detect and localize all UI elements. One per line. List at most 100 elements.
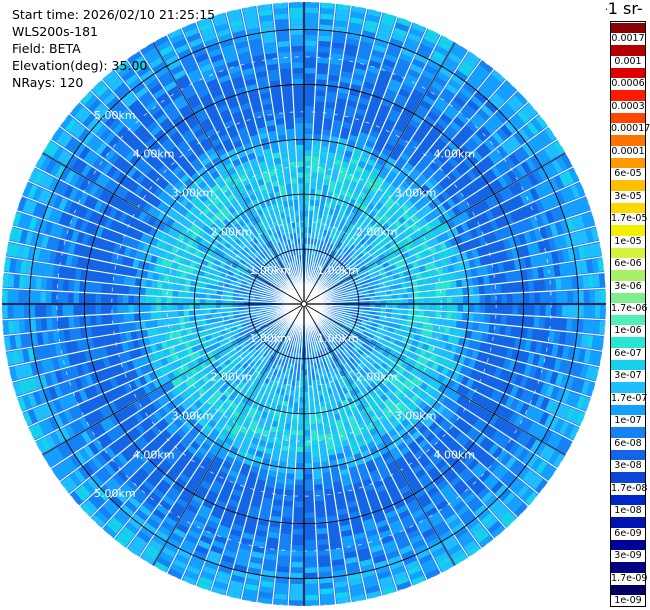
range-gate	[517, 448, 529, 462]
range-gate	[206, 451, 216, 461]
range-gate	[268, 348, 274, 355]
range-gate	[95, 283, 102, 293]
range-gate	[399, 259, 407, 267]
range-gate	[100, 450, 112, 463]
range-gate	[457, 312, 463, 320]
range-gate	[304, 117, 313, 123]
range-gate	[430, 304, 436, 311]
range-gate	[388, 206, 397, 215]
range-gate	[229, 446, 239, 455]
range-gate	[313, 139, 321, 146]
range-gate	[353, 188, 361, 197]
range-gate	[373, 419, 382, 428]
range-gate	[279, 456, 288, 463]
range-gate	[262, 382, 268, 390]
range-gate	[282, 511, 293, 518]
range-gate	[67, 292, 74, 303]
range-gate	[348, 334, 355, 340]
range-gate	[472, 150, 483, 162]
range-gate	[294, 335, 297, 342]
range-gate	[319, 439, 326, 446]
range-gate	[227, 406, 235, 415]
range-gate	[517, 305, 524, 315]
range-gate	[89, 293, 96, 304]
range-gate	[358, 384, 365, 392]
range-gate	[51, 466, 64, 481]
range-gate	[380, 394, 389, 402]
range-gate	[351, 78, 363, 87]
range-gate	[354, 67, 366, 76]
range-gate	[216, 346, 223, 353]
range-gate	[500, 250, 508, 261]
range-gate	[199, 299, 206, 304]
range-gate	[357, 548, 370, 557]
range-gate	[540, 397, 550, 411]
range-gate	[223, 366, 231, 374]
range-gate	[348, 251, 355, 258]
range-gate	[470, 117, 482, 129]
range-gate	[290, 583, 303, 590]
range-gate	[491, 430, 502, 442]
range-gate	[284, 495, 294, 502]
range-gate	[56, 463, 68, 478]
range-gate	[142, 501, 155, 513]
range-gate	[423, 563, 438, 575]
range-gate	[593, 274, 600, 288]
range-gate	[184, 570, 199, 581]
range-gate	[468, 259, 476, 268]
range-gate	[329, 232, 335, 239]
range-gate	[366, 423, 375, 431]
range-gate	[540, 463, 552, 478]
range-gate	[275, 364, 281, 371]
range-gate	[265, 548, 278, 556]
range-gate	[312, 145, 320, 151]
range-gate	[505, 139, 517, 152]
range-gate	[314, 495, 324, 502]
range-gate	[359, 239, 366, 246]
range-gate	[290, 578, 303, 584]
range-gate	[528, 173, 539, 186]
range-gate	[194, 298, 200, 304]
range-gate	[407, 315, 414, 321]
range-gate	[284, 326, 289, 332]
range-gate	[374, 85, 386, 94]
range-gate	[431, 516, 444, 527]
range-gate	[378, 428, 388, 437]
range-gate	[280, 533, 291, 540]
range-gate	[328, 208, 335, 216]
range-gate	[131, 427, 142, 438]
range-gate	[437, 204, 447, 214]
range-gate	[381, 362, 389, 370]
range-gate	[244, 404, 252, 412]
range-gate	[331, 374, 338, 381]
range-gate	[379, 529, 392, 539]
range-gate	[495, 392, 505, 403]
range-gate	[331, 258, 337, 264]
range-gate	[182, 575, 197, 586]
range-gate	[575, 333, 583, 347]
range-gate	[125, 446, 136, 458]
range-gate	[419, 250, 427, 259]
range-gate	[274, 488, 284, 495]
range-gate	[590, 227, 600, 241]
range-gate	[332, 319, 339, 324]
range-gate	[359, 468, 369, 477]
range-gate	[249, 354, 256, 361]
range-gate	[376, 33, 390, 43]
range-gate	[230, 494, 241, 503]
range-gate	[574, 363, 583, 377]
range-gate	[304, 144, 312, 151]
range-gate	[320, 2, 335, 9]
range-gate	[426, 408, 436, 418]
range-gate	[389, 152, 399, 161]
range-gate	[322, 472, 331, 479]
range-gate	[274, 351, 279, 358]
range-gate	[417, 341, 424, 349]
range-gate	[547, 432, 558, 446]
range-gate	[357, 51, 370, 60]
range-gate	[448, 157, 459, 168]
range-gate	[383, 505, 395, 514]
range-gate	[461, 398, 470, 408]
range-gate	[252, 357, 259, 364]
range-gate	[156, 504, 169, 516]
